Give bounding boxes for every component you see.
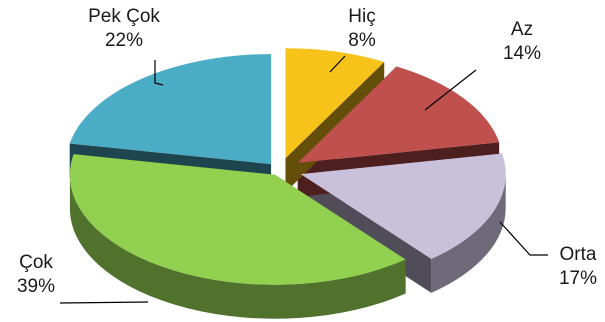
slice-side-orta (431, 174, 506, 293)
slice-label-cok: Çok (19, 252, 53, 273)
slice-label-az: Az (511, 19, 533, 40)
slice-hic (285, 48, 385, 159)
slice-side-cok (69, 174, 406, 319)
slice-value-orta: 17% (559, 268, 597, 289)
slice-value-az: 14% (503, 43, 541, 64)
slice-label-pek-cok: Pek Çok (88, 6, 160, 27)
pie-tops (69, 48, 506, 285)
leader-line-az (424, 69, 477, 111)
slice-label-orta: Orta (560, 244, 597, 265)
slice-value-hic: 8% (348, 30, 376, 51)
leader-line-hic (329, 55, 346, 73)
slice-label-hic: Hiç (348, 6, 375, 27)
leader-line-orta (499, 221, 548, 256)
slice-labels: Hiç 8% Az 14% Orta 17% Çok 39% Pek Çok 22% (17, 6, 597, 297)
slice-pek-cok (69, 54, 272, 165)
slice-cok (69, 154, 406, 285)
leader-line-pek-cok (154, 60, 164, 86)
slice-orta (300, 153, 506, 259)
slice-value-cok: 39% (17, 276, 55, 297)
leader-line-cok (59, 301, 149, 304)
leader-lines (59, 55, 548, 304)
slice-value-pek-cok: 22% (105, 30, 143, 51)
